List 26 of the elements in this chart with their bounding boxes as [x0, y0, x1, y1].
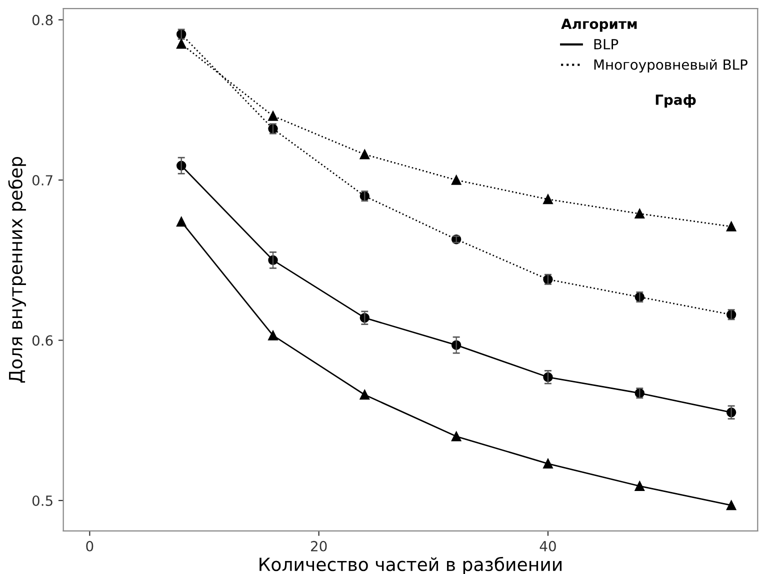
point	[634, 208, 645, 219]
legend-label: Многоуровневый BLP	[594, 59, 748, 73]
y-tick-label: 0.7	[32, 175, 52, 186]
y-tick-label: 0.5	[32, 495, 52, 506]
point	[634, 481, 645, 491]
point	[726, 500, 736, 510]
point	[176, 39, 186, 49]
legend-label: BLP	[594, 39, 618, 50]
text: Алгоритм	[561, 18, 637, 32]
point	[268, 111, 278, 121]
point	[726, 222, 736, 232]
point	[176, 216, 186, 227]
x-tick-label: 20	[311, 540, 327, 552]
text: Граф	[656, 94, 696, 108]
y-axis-title: Доля внутренних ребер	[8, 156, 26, 383]
point	[451, 175, 462, 185]
y-tick-label: 0.8	[32, 14, 53, 26]
point	[268, 330, 278, 340]
point	[360, 150, 370, 160]
point	[451, 432, 462, 442]
y-tick-label: 0.6	[32, 335, 53, 346]
x-tick-label: 40	[540, 540, 556, 552]
point	[543, 194, 553, 204]
point	[543, 458, 553, 469]
x-tick-label: 0	[86, 540, 94, 552]
point	[360, 390, 370, 400]
